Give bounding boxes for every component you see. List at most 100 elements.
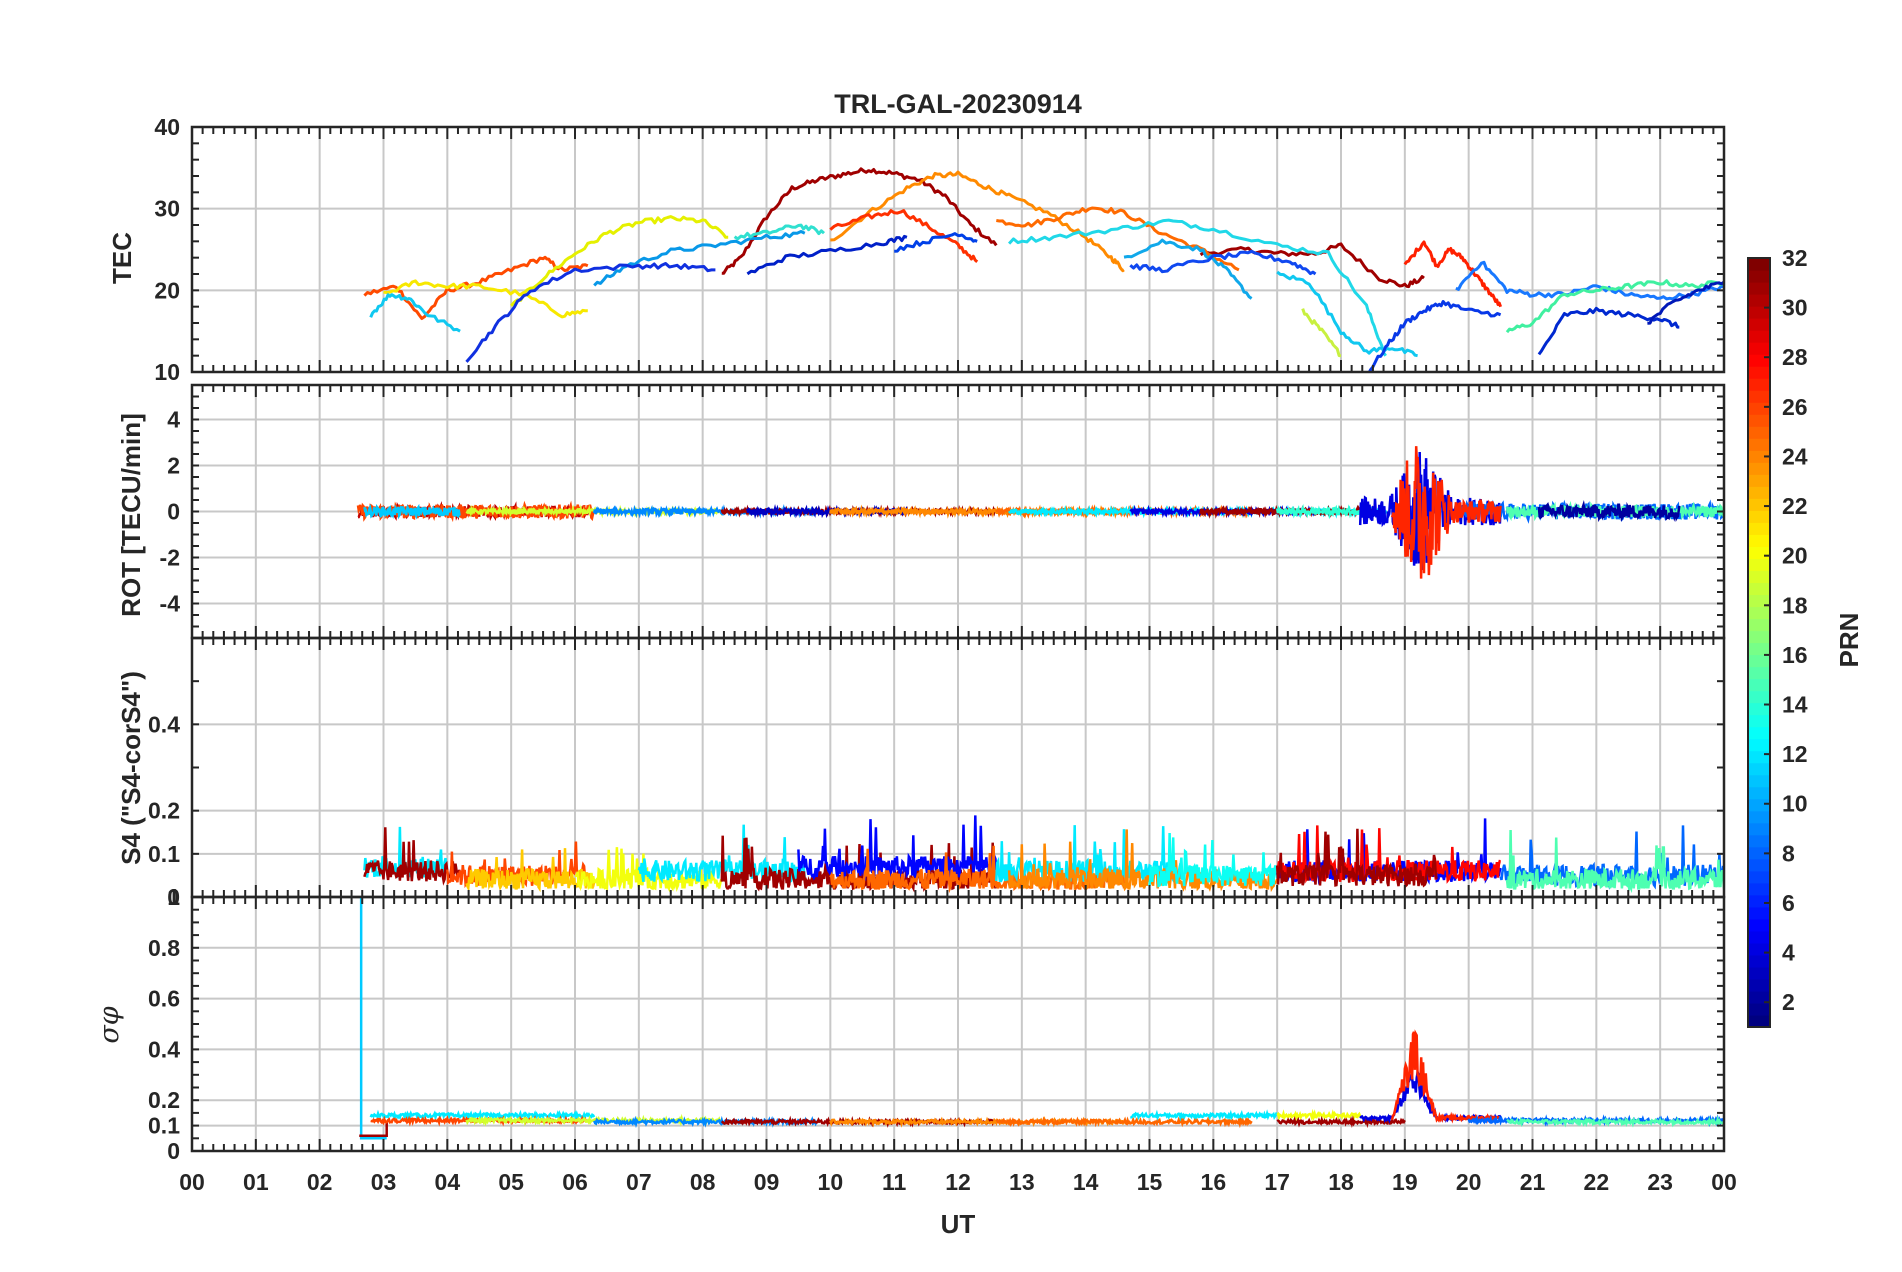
s4-lines xyxy=(363,815,1724,894)
colorbar-label: PRN xyxy=(1834,613,1864,668)
sigma-series-prn-20 xyxy=(1276,1108,1362,1122)
tec-series-prn-27 xyxy=(829,209,979,263)
colorbar-step xyxy=(1748,966,1770,980)
tec-series-prn-4 xyxy=(894,232,978,253)
colorbar-step xyxy=(1748,438,1770,451)
tec-series-prn-31 xyxy=(721,167,998,275)
tec-ytick-label: 40 xyxy=(154,114,180,140)
rot-ylabel: ROT [TECU/min] xyxy=(116,413,146,617)
colorbar-step xyxy=(1748,798,1770,812)
colorbar-step xyxy=(1748,942,1770,956)
x-tick-label: 16 xyxy=(1201,1169,1227,1195)
x-tick-label: 07 xyxy=(626,1169,652,1195)
colorbar-step xyxy=(1748,870,1770,884)
sigma-series-prn-31 xyxy=(1276,1115,1406,1129)
colorbar-step xyxy=(1748,690,1770,704)
tec-series-prn-5 xyxy=(1129,249,1317,276)
x-tick-label: 05 xyxy=(498,1169,524,1195)
colorbar-step xyxy=(1748,654,1770,668)
sigma-phi-panel: 00.10.20.40.60.81 xyxy=(148,884,1726,1164)
x-tick-label: 13 xyxy=(1009,1169,1035,1195)
s4-series-prn-31 xyxy=(363,827,462,886)
x-tick-label: 18 xyxy=(1328,1169,1354,1195)
colorbar-step xyxy=(1748,1002,1770,1016)
sigma-series-prn-27 xyxy=(1390,1029,1502,1124)
colorbar-step xyxy=(1748,858,1770,872)
rot-ytick-label: 4 xyxy=(167,407,180,433)
colorbar-tick-label: 18 xyxy=(1782,592,1808,618)
colorbar-step xyxy=(1748,342,1770,355)
s4-series-prn-13 xyxy=(1148,832,1279,888)
colorbar-tick-label: 22 xyxy=(1782,493,1808,519)
sig-ytick-label: 0.2 xyxy=(148,1087,180,1113)
sigma-series-prn-15 xyxy=(1506,1115,1724,1128)
colorbar-step xyxy=(1748,462,1770,475)
colorbar-tick-label: 4 xyxy=(1782,940,1795,966)
rot-ytick-label: 0 xyxy=(167,499,180,525)
colorbar-step xyxy=(1748,294,1770,307)
colorbar-step xyxy=(1748,918,1770,932)
colorbar-step xyxy=(1748,714,1770,728)
rot-ytick-label: 2 xyxy=(167,453,180,479)
sig-ytick-label: 0.4 xyxy=(148,1036,180,1062)
tec-series-prn-20 xyxy=(383,279,588,319)
s4-series-prn-31 xyxy=(1275,828,1438,889)
colorbar-tick-label: 26 xyxy=(1782,394,1808,420)
tec-series-prn-28 xyxy=(1403,240,1503,308)
sigma-lines xyxy=(359,897,1724,1140)
colorbar-tick-label: 20 xyxy=(1782,543,1808,569)
s4-series-prn-22 xyxy=(465,848,596,893)
tec-series-prn-10 xyxy=(1123,238,1253,300)
x-axis-label: UT xyxy=(941,1209,976,1239)
sigma-spike xyxy=(359,897,387,1140)
s4-ytick-label: 0.2 xyxy=(148,798,180,824)
colorbar-step xyxy=(1748,474,1770,487)
x-tick-label: 21 xyxy=(1520,1169,1546,1195)
colorbar-tick-label: 28 xyxy=(1782,344,1808,370)
colorbar-step xyxy=(1748,498,1770,511)
tec-series-prn-11 xyxy=(369,293,461,333)
colorbar-step xyxy=(1748,906,1770,920)
tec-series-prn-15 xyxy=(1505,279,1724,334)
colorbar-step xyxy=(1748,582,1770,596)
tec-series-prn-25 xyxy=(996,206,1240,272)
sigma-start xyxy=(359,1120,388,1138)
tec-ytick-label: 10 xyxy=(154,359,180,385)
colorbar-tick-label: 30 xyxy=(1782,295,1808,321)
colorbar-step xyxy=(1748,570,1770,584)
colorbar-step xyxy=(1748,606,1770,620)
tec-series-prn-19 xyxy=(510,215,729,307)
colorbar-step xyxy=(1748,678,1770,692)
x-tick-label: 19 xyxy=(1392,1169,1418,1195)
tec-lines xyxy=(363,167,1724,372)
x-axis: 00 01 02 03 04 05 06 07 08 09 10 11 12 13 14 15 16 17 18 19… xyxy=(179,1169,1737,1195)
colorbar-step xyxy=(1748,270,1770,283)
x-tick-label: 01 xyxy=(243,1169,269,1195)
s4-ytick-label: 0 xyxy=(167,884,180,910)
colorbar-step xyxy=(1748,510,1770,523)
x-tick-label: 02 xyxy=(307,1169,333,1195)
chart-title: TRL-GAL-20230914 xyxy=(834,89,1082,119)
colorbar-step xyxy=(1748,366,1770,379)
colorbar-step xyxy=(1748,486,1770,499)
colorbar-step xyxy=(1748,618,1770,632)
s4-series-prn-5 xyxy=(797,815,998,882)
x-tick-label: 14 xyxy=(1073,1169,1099,1195)
x-tick-label: 17 xyxy=(1264,1169,1290,1195)
x-tick-label: 08 xyxy=(690,1169,716,1195)
tec-ylabel: TEC xyxy=(107,232,137,284)
colorbar-step xyxy=(1748,726,1770,740)
colorbar-step xyxy=(1748,354,1770,367)
tec-grid xyxy=(191,126,1725,373)
tec-series-prn-2 xyxy=(746,234,908,276)
colorbar-step xyxy=(1748,762,1770,776)
sig-ytick-label: 0.1 xyxy=(148,1113,180,1139)
colorbar-step xyxy=(1748,774,1770,788)
rot-series-prn-27 xyxy=(1390,446,1502,579)
sigma-phi-ylabel: σφ xyxy=(94,1006,125,1043)
tec-series-prn-9 xyxy=(593,230,806,287)
s4-ylabel: S4 ("S4-corS4") xyxy=(116,671,146,865)
rot-series-prn-14 xyxy=(1275,504,1361,520)
colorbar-step xyxy=(1748,390,1770,403)
